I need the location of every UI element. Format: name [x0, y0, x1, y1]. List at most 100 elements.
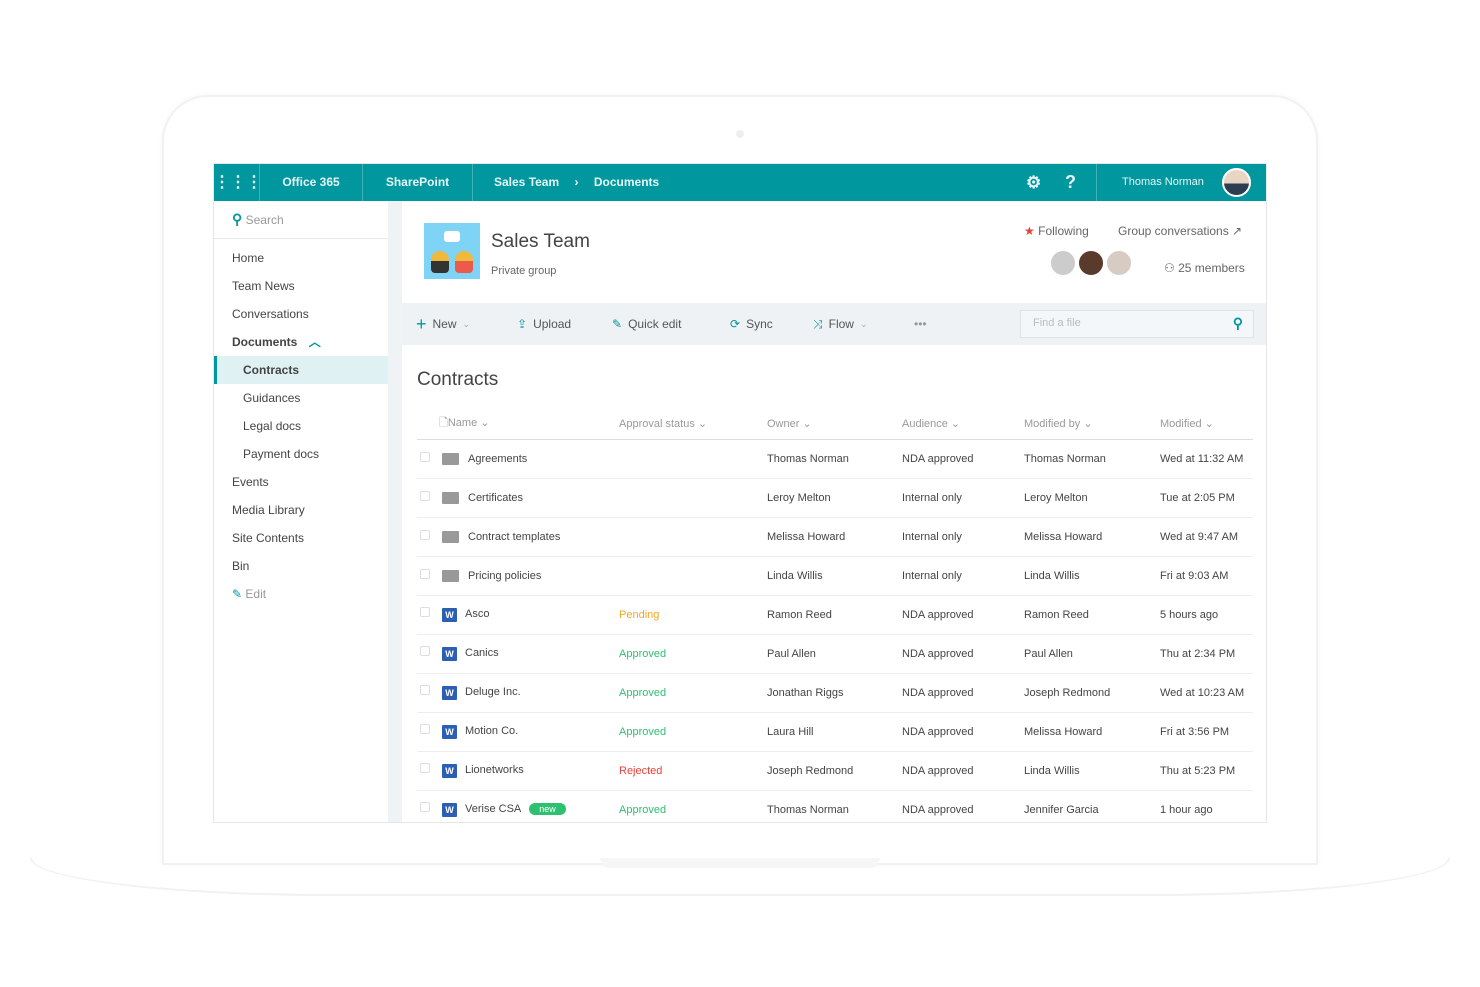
- word-doc-icon: W: [442, 646, 457, 661]
- nav-contracts[interactable]: Contracts: [214, 356, 388, 384]
- file-name[interactable]: Verise CSA: [465, 803, 522, 816]
- find-file-input[interactable]: Find a file ⚲: [1020, 310, 1254, 338]
- nav-site-contents[interactable]: Site Contents: [232, 531, 305, 545]
- approval-status: [619, 517, 767, 557]
- row-checkbox[interactable]: [420, 490, 430, 501]
- table-row[interactable]: W Motion Co. Approved Laura Hill NDA appr…: [417, 712, 1253, 752]
- row-checkbox[interactable]: [420, 451, 430, 462]
- col-audience[interactable]: Audience ⌄: [902, 409, 1024, 440]
- file-name[interactable]: Motion Co.: [465, 725, 519, 738]
- nav-search[interactable]: ⚲ Search: [214, 201, 388, 239]
- star-icon: ★: [1024, 224, 1035, 238]
- word-doc-icon: W: [442, 607, 457, 622]
- sync-button[interactable]: ⟳ Sync: [730, 303, 773, 345]
- row-checkbox[interactable]: [420, 763, 430, 774]
- table-row[interactable]: Agreements Thomas Norman NDA approved Th…: [417, 439, 1253, 479]
- row-checkbox[interactable]: [420, 724, 430, 735]
- search-icon[interactable]: ⚲: [1232, 315, 1243, 331]
- file-name[interactable]: Asco: [465, 608, 490, 621]
- nav-payment-docs[interactable]: Payment docs: [243, 447, 320, 461]
- nav-legal-docs[interactable]: Legal docs: [243, 419, 302, 433]
- flow-button[interactable]: ⤨ Flow ⌄: [813, 303, 868, 345]
- row-checkbox[interactable]: [420, 568, 430, 579]
- nav-events[interactable]: Events: [232, 475, 269, 489]
- file-name[interactable]: Canics: [465, 647, 499, 660]
- col-owner[interactable]: Owner ⌄: [767, 409, 902, 440]
- modified-by: Jennifer Garcia: [1024, 790, 1160, 822]
- new-label: New: [432, 317, 457, 331]
- table-row[interactable]: Contract templates Melissa Howard Intern…: [417, 517, 1253, 557]
- owner: Linda Willis: [767, 556, 902, 596]
- upload-button[interactable]: ⇪ Upload: [517, 303, 571, 345]
- owner: Ramon Reed: [767, 595, 902, 635]
- file-name[interactable]: Agreements: [468, 452, 528, 465]
- member-avatars[interactable]: [1049, 249, 1133, 282]
- file-name[interactable]: Deluge Inc.: [465, 686, 521, 699]
- user-name[interactable]: Thomas Norman: [1122, 176, 1204, 188]
- col-name[interactable]: 🗋Name ⌄: [417, 409, 619, 440]
- help-icon[interactable]: ?: [1065, 164, 1097, 201]
- file-name[interactable]: Pricing policies: [468, 569, 542, 582]
- approval-status: Approved: [619, 712, 767, 752]
- chevron-up-icon[interactable]: ︿: [308, 335, 321, 349]
- breadcrumb-sales-team[interactable]: Sales Team: [494, 175, 560, 189]
- nav-bin[interactable]: Bin: [232, 559, 250, 573]
- row-checkbox[interactable]: [420, 685, 430, 696]
- member-avatar[interactable]: [1077, 249, 1105, 277]
- row-checkbox[interactable]: [420, 802, 430, 813]
- group-conversations-link[interactable]: Group conversations ↗: [1118, 224, 1243, 238]
- following-label: Following: [1038, 224, 1089, 238]
- nav-home[interactable]: Home: [232, 251, 265, 265]
- office365-link[interactable]: Office 365: [260, 164, 363, 201]
- row-checkbox[interactable]: [420, 529, 430, 540]
- file-name[interactable]: Lionetworks: [465, 764, 524, 777]
- nav-edit[interactable]: ✎ Edit: [214, 580, 388, 608]
- user-avatar[interactable]: [1222, 168, 1251, 197]
- document-table: 🗋Name ⌄ Approval status ⌄ Owner ⌄ Audien…: [417, 409, 1253, 822]
- nav-guidances[interactable]: Guidances: [243, 391, 301, 405]
- word-doc-icon: W: [442, 802, 457, 817]
- table-row[interactable]: W Canics Approved Paul Allen NDA approved…: [417, 634, 1253, 674]
- table-row[interactable]: W Asco Pending Ramon Reed NDA approved Ra…: [417, 595, 1253, 635]
- nav-media-library[interactable]: Media Library: [232, 503, 305, 517]
- col-modified[interactable]: Modified ⌄: [1160, 409, 1253, 440]
- table-row[interactable]: Certificates Leroy Melton Internal only …: [417, 478, 1253, 518]
- table-row[interactable]: W Lionetworks Rejected Joseph Redmond NDA…: [417, 751, 1253, 791]
- approval-status: [619, 556, 767, 596]
- row-checkbox[interactable]: [420, 607, 430, 618]
- file-name[interactable]: Contract templates: [468, 530, 561, 543]
- col-modified-by[interactable]: Modified by ⌄: [1024, 409, 1160, 440]
- modified-by: Melissa Howard: [1024, 712, 1160, 752]
- sharepoint-link[interactable]: SharePoint: [363, 164, 473, 201]
- col-approval-status[interactable]: Approval status ⌄: [619, 409, 767, 440]
- search-icon: ⚲: [232, 211, 243, 227]
- member-avatar[interactable]: [1105, 249, 1133, 277]
- quick-edit-button[interactable]: ✎ Quick edit: [612, 303, 681, 345]
- chevron-down-icon: ⌄: [462, 319, 471, 329]
- waffle-icon[interactable]: ⋮⋮⋮: [214, 164, 262, 201]
- nav-documents[interactable]: Documents ︿: [214, 328, 388, 356]
- find-placeholder: Find a file: [1033, 317, 1081, 329]
- nav-team-news[interactable]: Team News: [232, 279, 295, 293]
- gear-icon[interactable]: ⚙: [1026, 173, 1042, 192]
- more-button[interactable]: •••: [914, 317, 927, 331]
- members-count[interactable]: ⚇ 25 members: [1164, 261, 1245, 275]
- table-row[interactable]: W Deluge Inc. Approved Jonathan Riggs NDA…: [417, 673, 1253, 713]
- nav-conversations[interactable]: Conversations: [232, 307, 309, 321]
- following-button[interactable]: ★ Following: [1024, 224, 1089, 238]
- file-name[interactable]: Certificates: [468, 491, 524, 504]
- row-checkbox[interactable]: [420, 646, 430, 657]
- upload-icon: ⇪: [517, 317, 528, 331]
- new-badge: new: [529, 803, 566, 816]
- approval-status: Approved: [619, 673, 767, 713]
- main-content: Sales Team Private group ★ Following Gro…: [402, 201, 1266, 822]
- site-subtitle: Private group: [491, 265, 557, 277]
- new-button[interactable]: + New ⌄: [416, 303, 470, 345]
- breadcrumb-documents[interactable]: Documents: [593, 175, 660, 189]
- approval-status: Rejected: [619, 751, 767, 791]
- laptop-camera: [736, 130, 744, 138]
- table-row[interactable]: Pricing policies Linda Willis Internal o…: [417, 556, 1253, 596]
- sharepoint-window: ⋮⋮⋮ Office 365 SharePoint Sales Team › D…: [213, 163, 1267, 823]
- table-row[interactable]: W Verise CSA new Approved Thomas Norman ND…: [417, 790, 1253, 822]
- member-avatar[interactable]: [1049, 249, 1077, 277]
